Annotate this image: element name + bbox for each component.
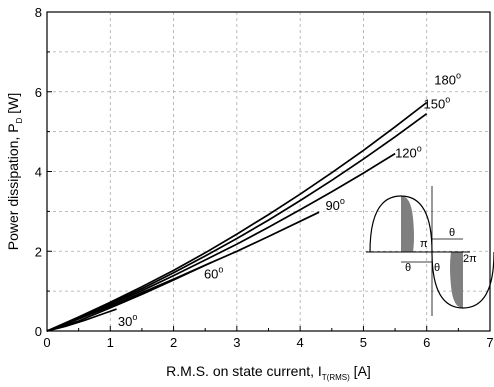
inset-negative-lobe — [431, 251, 494, 309]
inset-shaded-positive-lobe — [401, 196, 414, 252]
curve-label-60: 60o — [204, 264, 223, 281]
x-tick-label: 3 — [233, 335, 240, 350]
y-axis-title: Power dissipation, PD [W] — [5, 93, 24, 251]
grid — [47, 12, 490, 331]
curve-labels: 30o 60o 90o 120o 150o 180o — [118, 71, 461, 330]
axes: 0 1 2 3 4 5 6 7 0 2 4 6 8 R.M.S. on state current, IT… — [5, 5, 494, 382]
series-line-150 — [46, 113, 428, 332]
x-tick-label: 5 — [360, 335, 367, 350]
curve-label-30: 30o — [118, 312, 137, 329]
x-tick-label: 2 — [170, 335, 177, 350]
series-line-120 — [46, 152, 396, 332]
x-tick-label: 7 — [486, 335, 493, 350]
curve-label-120: 120o — [395, 144, 422, 161]
inset-label-theta-top: θ — [449, 227, 455, 239]
inset-shaded-negative-lobe — [450, 252, 463, 308]
x-tick-label: 4 — [297, 335, 304, 350]
waveform-inset: π 2π θ θ θ — [366, 186, 494, 316]
curve-label-150: 150o — [424, 94, 451, 111]
x-axis-title: R.M.S. on state current, IT(RMS) [A] — [166, 363, 371, 382]
x-tick-label: 1 — [107, 335, 114, 350]
curve-label-180: 180o — [434, 71, 461, 88]
series-group — [46, 101, 428, 332]
inset-positive-lobe — [369, 195, 433, 253]
inset-label-pi: π — [420, 238, 428, 250]
y-tick-label: 8 — [35, 5, 42, 20]
y-tick-label: 2 — [35, 244, 42, 259]
series-line-180 — [46, 101, 428, 332]
y-tick-label: 0 — [35, 324, 42, 339]
curve-label-90: 90o — [325, 196, 344, 213]
y-tick-label: 4 — [35, 165, 42, 180]
series-line-90 — [46, 211, 320, 332]
y-tick-label: 6 — [35, 85, 42, 100]
x-tick-label: 6 — [423, 335, 430, 350]
x-tick-label: 0 — [43, 335, 50, 350]
inset-label-theta-mid: θ — [434, 262, 440, 274]
inset-label-theta-bottom: θ — [405, 262, 411, 274]
inset-label-2pi: 2π — [463, 253, 477, 265]
